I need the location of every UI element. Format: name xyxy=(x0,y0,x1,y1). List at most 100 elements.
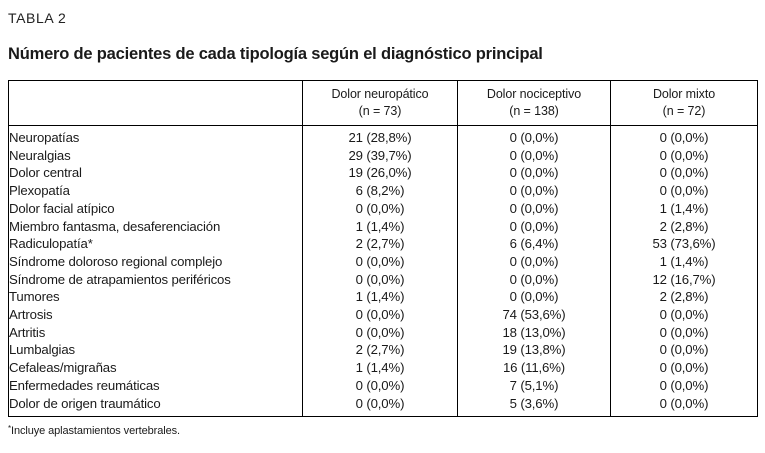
value-cell: 0 (0,0%) xyxy=(610,323,758,342)
value-cell: 0 (0,0%) xyxy=(302,270,458,289)
value-cell: 2 (2,8%) xyxy=(610,288,758,307)
value-cell: 18 (13,0%) xyxy=(457,323,611,342)
value-cell: 0 (0,0%) xyxy=(302,252,458,271)
value-cell: 19 (13,8%) xyxy=(457,341,611,360)
header-col-nociceptivo: Dolor nociceptivo (n = 138) xyxy=(457,80,611,126)
value-cell: 7 (5,1%) xyxy=(457,376,611,395)
value-cell: 0 (0,0%) xyxy=(610,125,758,147)
value-cell: 0 (0,0%) xyxy=(610,376,758,395)
value-cell: 0 (0,0%) xyxy=(457,164,611,183)
row-label: Dolor de origen traumático xyxy=(9,395,161,411)
value-cell: 19 (26,0%) xyxy=(302,164,458,183)
patients-typology-table: Dolor neuropático (n = 73) Dolor nocicep… xyxy=(8,80,758,418)
value-cell: 1 (1,4%) xyxy=(610,252,758,271)
value-cell: 0 (0,0%) xyxy=(302,394,458,417)
value-cell: 0 (0,0%) xyxy=(610,182,758,200)
row-label: Cefaleas/migrañas xyxy=(9,360,117,376)
value-cell: 0 (0,0%) xyxy=(610,306,758,324)
row-label: Tumores xyxy=(9,289,60,305)
value-cell: 2 (2,7%) xyxy=(302,235,458,253)
table-row: Artrosis 0 (0,0%) 74 (53,6%) 0 (0,0%) xyxy=(9,306,758,324)
table-row: Plexopatía 6 (8,2%) 0 (0,0%) 0 (0,0%) xyxy=(9,182,758,200)
table-row: Lumbalgias 2 (2,7%) 19 (13,8%) 0 (0,0%) xyxy=(9,341,758,360)
header-col-n: (n = 73) xyxy=(358,104,402,118)
value-cell: 53 (73,6%) xyxy=(610,235,758,253)
value-cell: 12 (16,7%) xyxy=(610,270,758,289)
value-cell: 0 (0,0%) xyxy=(610,359,758,377)
table-row: Tumores 1 (1,4%) 0 (0,0%) 2 (2,8%) xyxy=(9,288,758,307)
value-cell: 1 (1,4%) xyxy=(302,359,458,377)
row-label: Neuralgias xyxy=(9,147,71,163)
value-cell: 0 (0,0%) xyxy=(610,341,758,360)
row-label: Dolor central xyxy=(9,165,82,181)
value-cell: 0 (0,0%) xyxy=(610,146,758,165)
header-col-name: Dolor nociceptivo xyxy=(486,86,582,101)
table-row: Neuropatías 21 (28,8%) 0 (0,0%) 0 (0,0%) xyxy=(9,125,758,147)
value-cell: 0 (0,0%) xyxy=(457,252,611,271)
value-cell: 0 (0,0%) xyxy=(302,376,458,395)
table-number-label: TABLA 2 xyxy=(8,10,67,26)
row-label: Síndrome de atrapamientos periféricos xyxy=(9,271,231,287)
table-row: Radiculopatía* 2 (2,7%) 6 (6,4%) 53 (73,6%) xyxy=(9,235,758,253)
header-col-name: Dolor mixto xyxy=(652,86,716,101)
row-label: Neuropatías xyxy=(9,130,80,145)
header-col-n: (n = 72) xyxy=(662,104,706,118)
footnote: *Incluye aplastamientos vertebrales. xyxy=(8,424,757,438)
table-row: Cefaleas/migrañas 1 (1,4%) 16 (11,6%) 0 (0,… xyxy=(9,359,758,377)
table-row: Dolor de origen traumático 0 (0,0%) 5 (3,6… xyxy=(9,394,758,417)
table-header: Dolor neuropático (n = 73) Dolor nocicep… xyxy=(8,80,758,126)
value-cell: 1 (1,4%) xyxy=(302,288,458,307)
value-cell: 0 (0,0%) xyxy=(302,306,458,324)
value-cell: 2 (2,7%) xyxy=(302,341,458,360)
value-cell: 1 (1,4%) xyxy=(302,217,458,236)
value-cell: 16 (11,6%) xyxy=(457,359,611,377)
footnote-text: Incluye aplastamientos vertebrales. xyxy=(11,425,180,438)
header-row: Dolor neuropático (n = 73) Dolor nocicep… xyxy=(8,80,758,126)
row-label: Plexopatía xyxy=(9,183,70,199)
value-cell: 0 (0,0%) xyxy=(457,146,611,165)
table-row: Artritis 0 (0,0%) 18 (13,0%) 0 (0,0%) xyxy=(9,323,758,342)
value-cell: 0 (0,0%) xyxy=(610,164,758,183)
value-cell: 0 (0,0%) xyxy=(610,394,758,417)
header-col-neuropatico: Dolor neuropático (n = 73) xyxy=(302,80,458,126)
value-cell: 6 (8,2%) xyxy=(302,182,458,200)
table-title: Número de pacientes de cada tipología se… xyxy=(8,45,543,63)
value-cell: 29 (39,7%) xyxy=(302,146,458,165)
table-row: Síndrome doloroso regional complejo 0 (0,… xyxy=(9,252,758,271)
table-body: Neuropatías 21 (28,8%) 0 (0,0%) 0 (0,0%) Neu… xyxy=(9,125,758,417)
table-row: Síndrome de atrapamientos periféricos 0 (… xyxy=(9,270,758,289)
row-label: Dolor facial atípico xyxy=(9,200,115,216)
table-row: Enfermedades reumáticas 0 (0,0%) 7 (5,1%) 0… xyxy=(9,376,758,395)
value-cell: 2 (2,8%) xyxy=(610,217,758,236)
header-col-name: Dolor neuropático xyxy=(331,86,429,101)
row-label: Artritis xyxy=(9,324,46,340)
header-col-mixto: Dolor mixto (n = 72) xyxy=(610,80,758,126)
value-cell: 74 (53,6%) xyxy=(457,306,611,324)
value-cell: 0 (0,0%) xyxy=(302,323,458,342)
row-label: Miembro fantasma, desaferenciación xyxy=(9,218,221,234)
header-empty-cell xyxy=(8,80,303,126)
row-label: Síndrome doloroso regional complejo xyxy=(9,253,223,269)
row-label: Lumbalgias xyxy=(9,342,75,358)
footnote-marker: * xyxy=(8,424,12,434)
value-cell: 21 (28,8%) xyxy=(302,125,458,147)
value-cell: 1 (1,4%) xyxy=(610,199,758,218)
value-cell: 0 (0,0%) xyxy=(457,182,611,200)
table-row: Neuralgias 29 (39,7%) 0 (0,0%) 0 (0,0%) xyxy=(9,146,758,165)
value-cell: 0 (0,0%) xyxy=(457,270,611,289)
value-cell: 0 (0,0%) xyxy=(457,199,611,218)
value-cell: 0 (0,0%) xyxy=(302,199,458,218)
table-row: Dolor central 19 (26,0%) 0 (0,0%) 0 (0,0%) xyxy=(9,164,758,183)
row-label: Artrosis xyxy=(9,307,53,323)
value-cell: 0 (0,0%) xyxy=(457,217,611,236)
table-row: Miembro fantasma, desaferenciación 1 (1,4… xyxy=(9,217,758,236)
value-cell: 6 (6,4%) xyxy=(457,235,611,253)
value-cell: 0 (0,0%) xyxy=(457,125,611,147)
page: TABLA 2 Número de pacientes de cada tipo… xyxy=(8,10,758,438)
header-col-n: (n = 138) xyxy=(509,104,559,118)
value-cell: 5 (3,6%) xyxy=(457,394,611,417)
row-label: Enfermedades reumáticas xyxy=(9,377,160,393)
value-cell: 0 (0,0%) xyxy=(457,288,611,307)
table-row: Dolor facial atípico 0 (0,0%) 0 (0,0%) 1 (1… xyxy=(9,199,758,218)
row-label: Radiculopatía* xyxy=(9,236,93,252)
